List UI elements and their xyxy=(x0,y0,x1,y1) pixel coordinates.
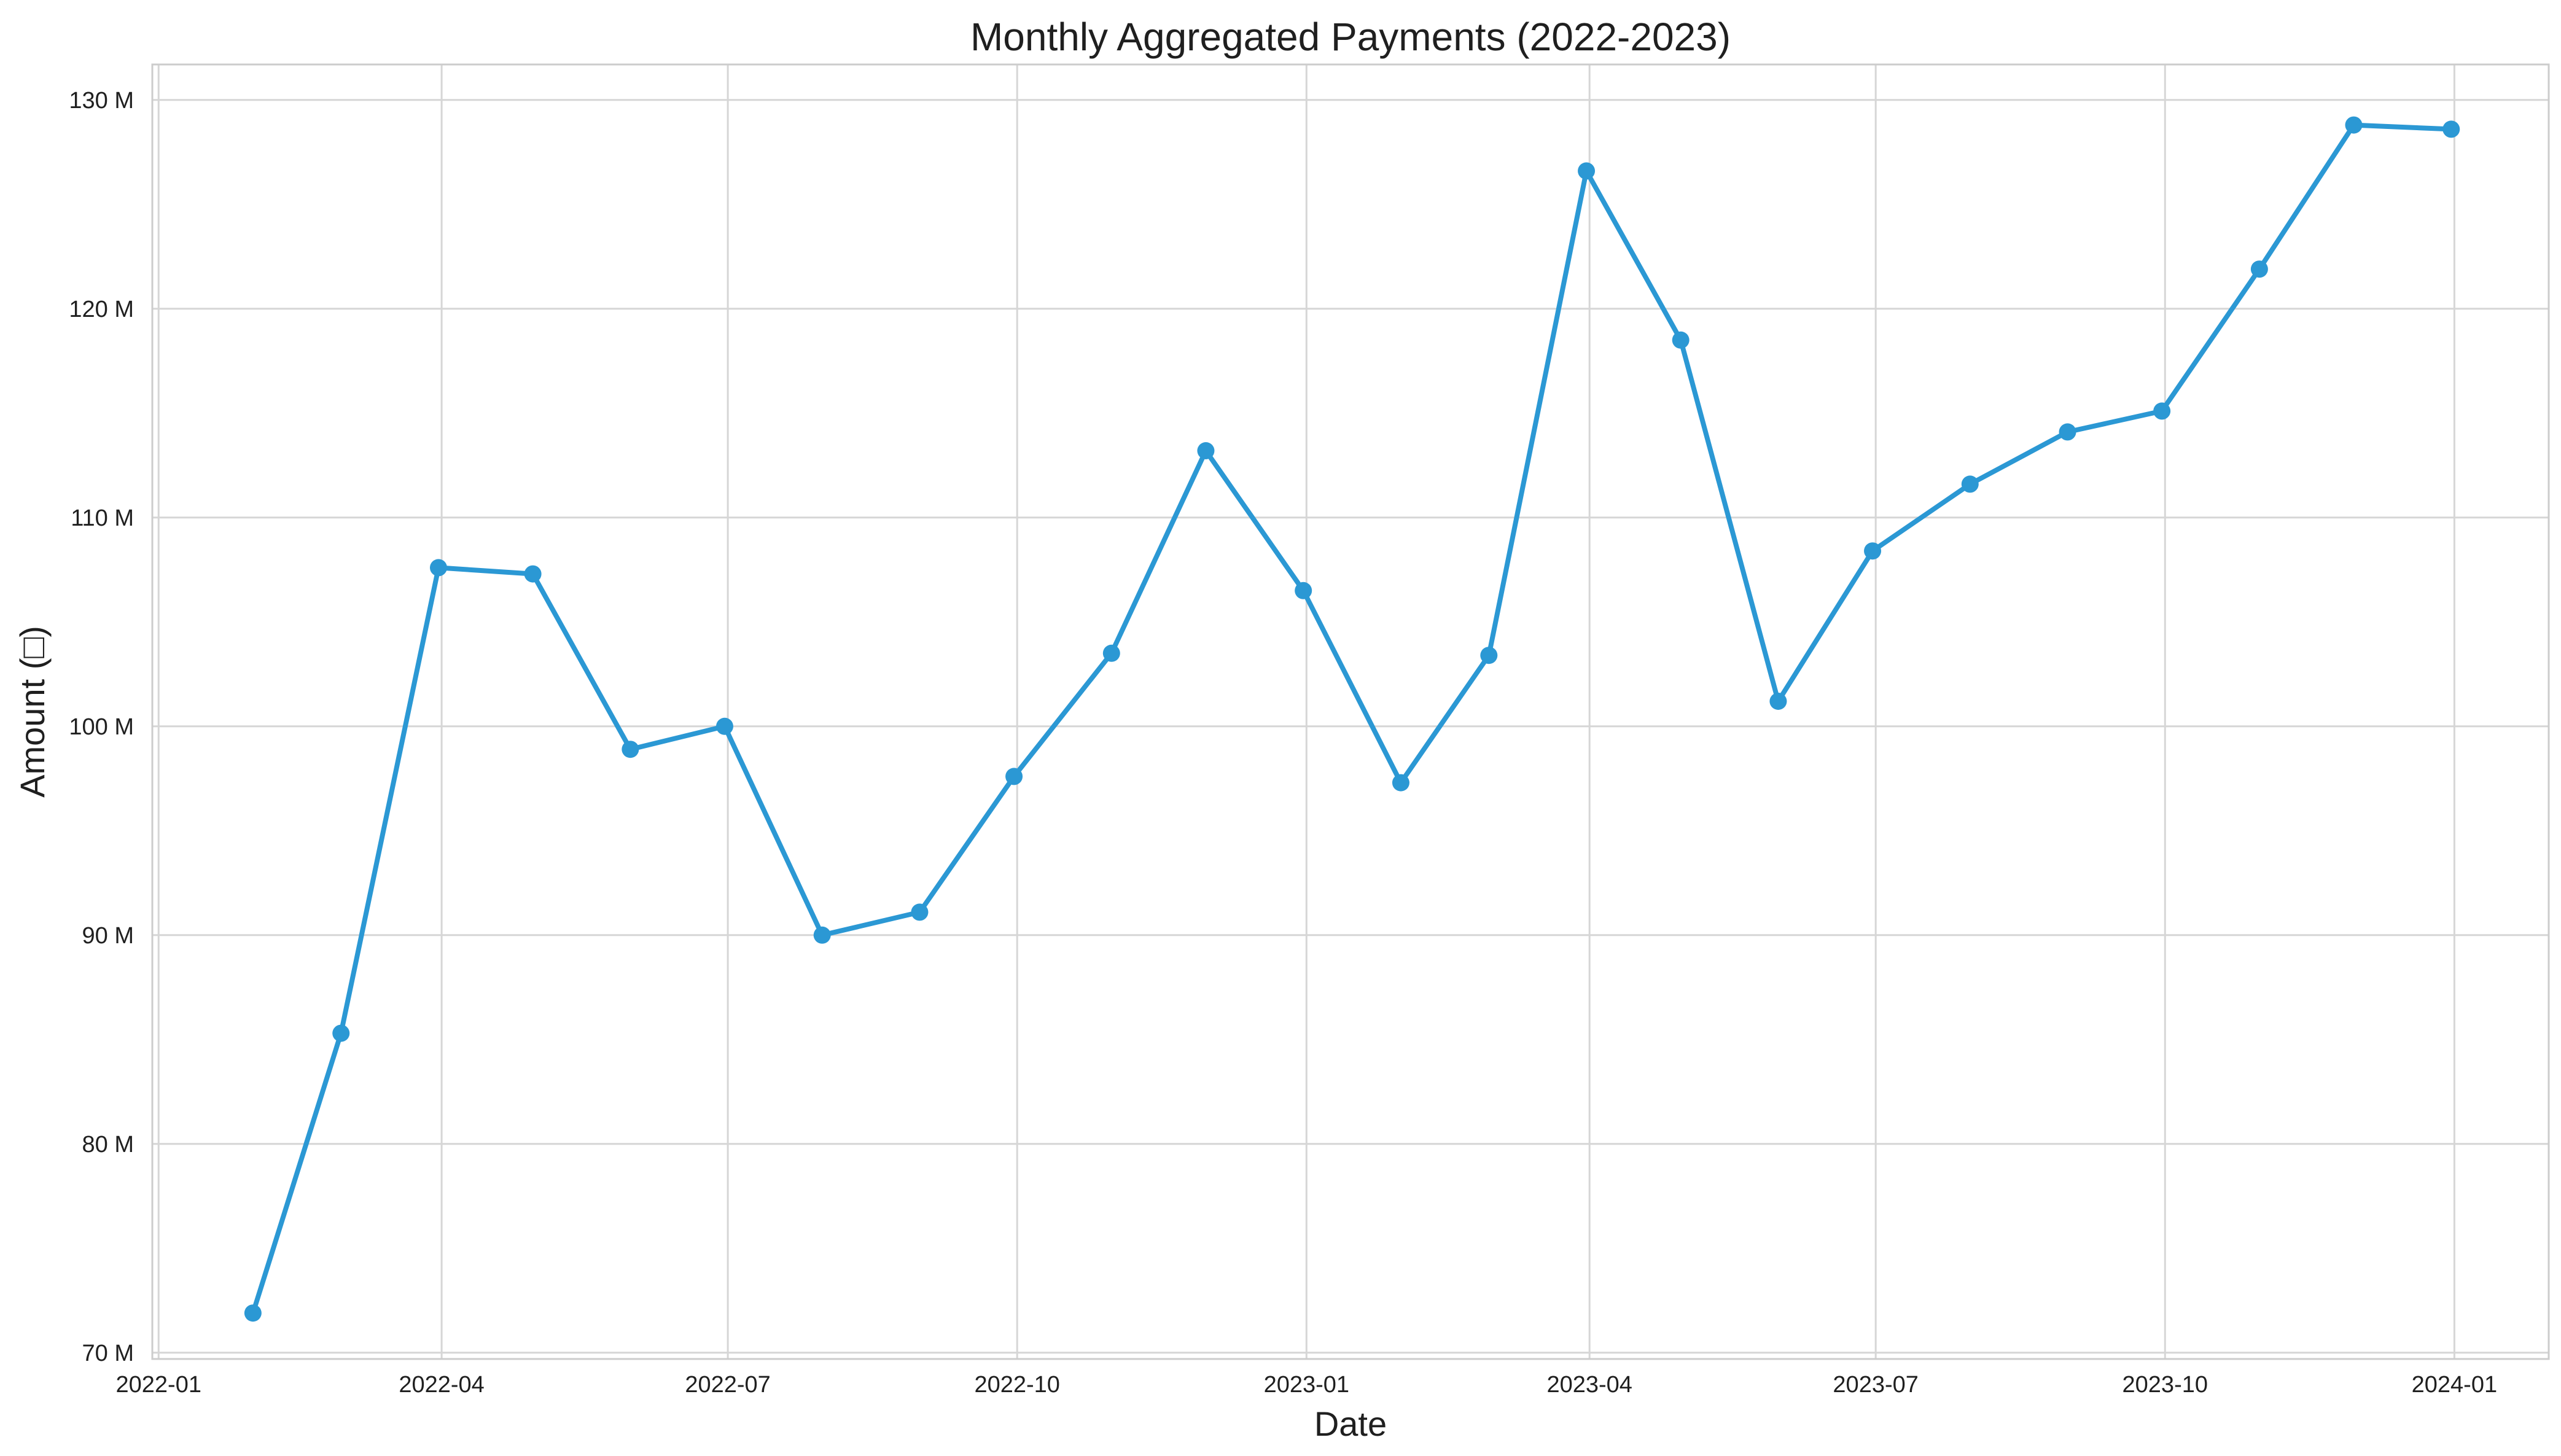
x-tick-label: 2023-01 xyxy=(1264,1372,1349,1398)
data-point xyxy=(911,903,929,921)
y-tick-label: 110 M xyxy=(71,505,134,531)
data-point xyxy=(2250,260,2268,278)
data-point xyxy=(1864,542,1882,560)
x-tick-label: 2023-04 xyxy=(1546,1372,1632,1398)
data-point xyxy=(524,565,542,583)
plot-area-frame xyxy=(151,63,2550,1360)
data-point xyxy=(244,1304,262,1322)
y-tick-label: 70 M xyxy=(82,1341,134,1366)
data-point xyxy=(1392,774,1409,792)
x-tick-label: 2023-07 xyxy=(1833,1372,1918,1398)
data-point xyxy=(813,926,831,944)
data-point xyxy=(429,559,447,577)
data-point xyxy=(2059,423,2076,441)
data-point xyxy=(622,741,639,758)
y-tick-label: 90 M xyxy=(82,923,134,949)
x-tick-label: 2023-10 xyxy=(2122,1372,2208,1398)
grid-lines xyxy=(152,64,2549,1359)
x-tick-label: 2024-01 xyxy=(2412,1372,2497,1398)
series-line xyxy=(250,122,2454,1316)
x-tick-label: 2022-10 xyxy=(974,1372,1059,1398)
data-point xyxy=(2442,120,2460,138)
data-point xyxy=(1578,162,1596,180)
y-axis-label: Amount (□) xyxy=(13,626,52,798)
y-tick-label: 130 M xyxy=(69,88,134,114)
y-tick-label: 120 M xyxy=(69,297,134,322)
data-point xyxy=(1197,442,1215,459)
y-tick-label: 80 M xyxy=(82,1132,134,1158)
data-point xyxy=(1961,475,1979,493)
tick-labels: 2022-01 2022-04 2022-07 2022-10 2023-01 2023-… xyxy=(69,88,2497,1398)
series-group xyxy=(244,116,2460,1322)
x-tick-label: 2022-07 xyxy=(685,1372,770,1398)
data-point xyxy=(332,1024,350,1042)
data-point xyxy=(1295,582,1312,599)
data-point xyxy=(715,717,733,735)
data-point xyxy=(1672,331,1690,349)
data-point xyxy=(2153,402,2171,420)
data-point xyxy=(2345,116,2363,134)
data-point xyxy=(1102,644,1120,662)
x-tick-label: 2022-04 xyxy=(399,1372,484,1398)
data-point xyxy=(1769,693,1787,710)
y-tick-label: 100 M xyxy=(69,714,134,740)
x-axis-label: Date xyxy=(1314,1404,1387,1443)
data-point xyxy=(1480,647,1498,664)
chart-title: Monthly Aggregated Payments (2022-2023) xyxy=(970,15,1731,59)
data-point xyxy=(1005,768,1023,785)
x-tick-label: 2022-01 xyxy=(116,1372,201,1398)
